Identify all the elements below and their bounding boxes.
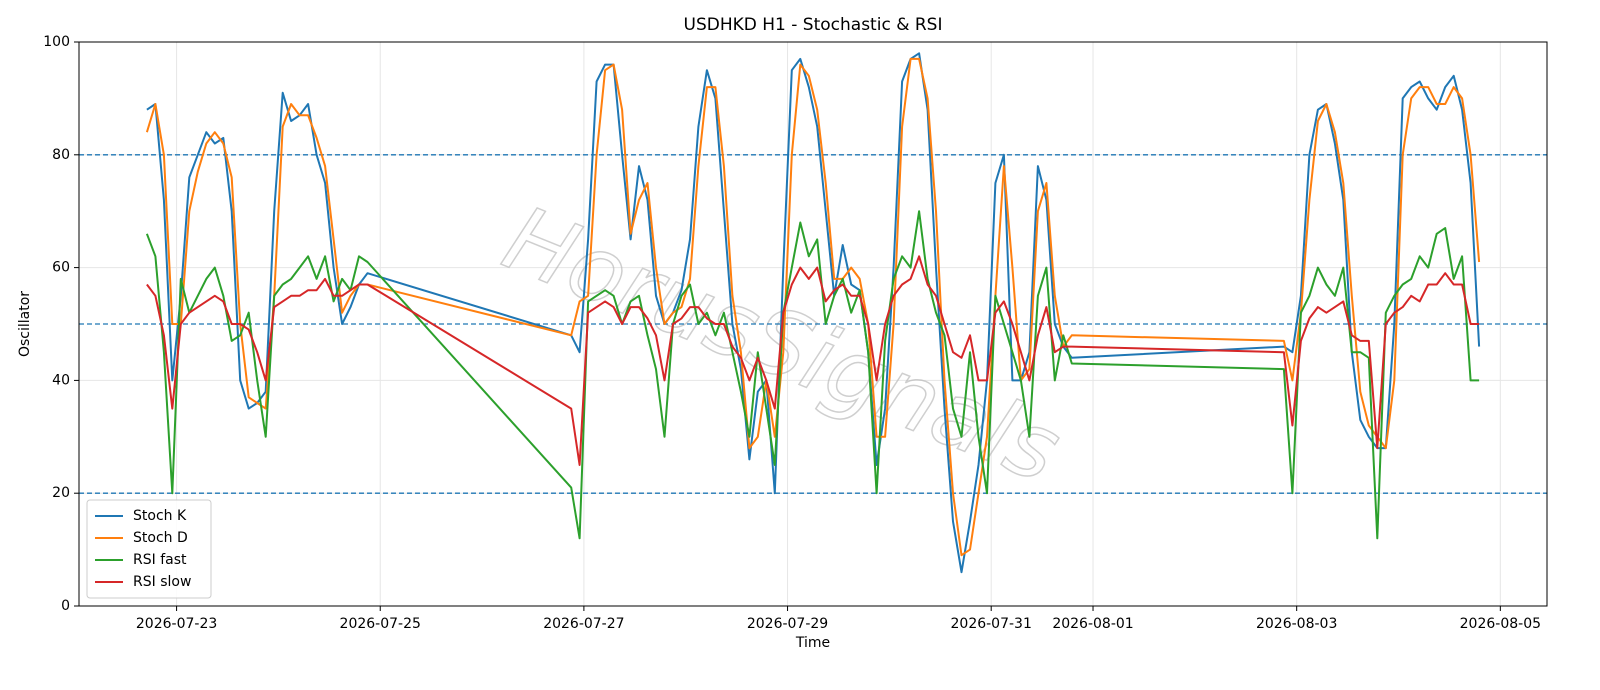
legend: Stoch K Stoch D RSI fast RSI slow (86, 499, 212, 599)
x-tick-label: 2026-07-25 (340, 616, 421, 632)
legend-label: RSI slow (133, 574, 191, 590)
y-tick-label: 60 (52, 260, 70, 276)
y-tick-label: 40 (52, 372, 70, 388)
series-line (146, 255, 1480, 466)
x-tick-label: 2026-07-23 (136, 616, 217, 632)
x-tick-label: 2026-07-31 (951, 616, 1032, 632)
y-tick-label: 0 (61, 598, 70, 614)
y-tick-label: 80 (52, 147, 70, 163)
y-tick-label: 100 (43, 34, 70, 50)
x-tick-label: 2026-08-03 (1256, 616, 1337, 632)
x-tick-label: 2026-08-05 (1460, 616, 1541, 632)
legend-label: Stoch D (133, 530, 188, 546)
y-tick-label: 20 (52, 485, 70, 501)
x-tick-label: 2026-07-27 (543, 616, 624, 632)
legend-label: RSI fast (133, 552, 187, 568)
chart-title: USDHKD H1 - Stochastic & RSI (684, 15, 943, 35)
x-tick-label: 2026-07-29 (747, 616, 828, 632)
plot-frame (78, 41, 1548, 607)
y-axis-label: Oscillator (17, 291, 33, 357)
x-tick-label: 2026-08-01 (1052, 616, 1133, 632)
series-line (145, 210, 1480, 540)
x-axis-label: Time (795, 635, 830, 651)
series-line (146, 52, 1481, 574)
series-line (145, 57, 1481, 557)
legend-box (86, 499, 212, 599)
legend-label: Stoch K (133, 508, 187, 524)
